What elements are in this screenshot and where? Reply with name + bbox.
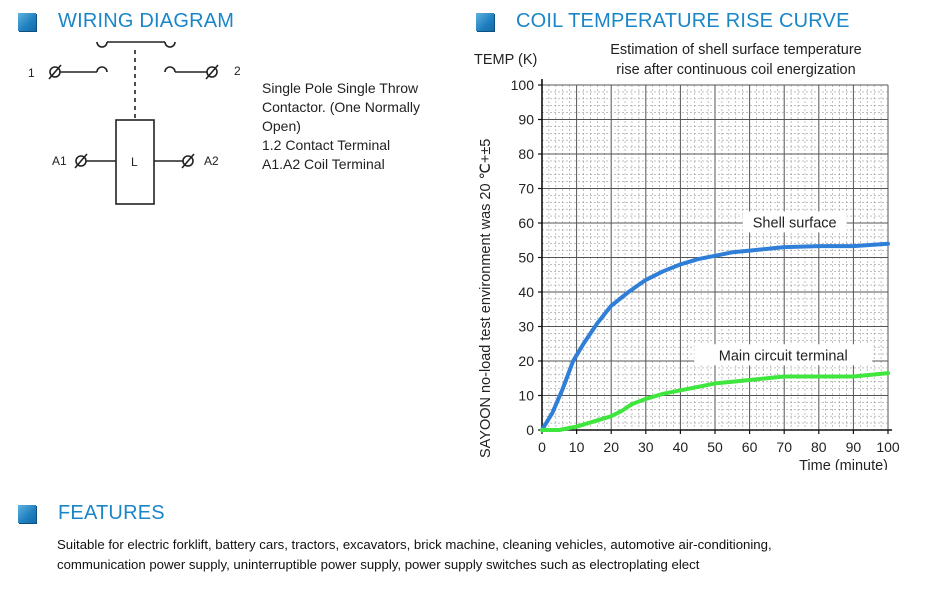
wiring-diagram-title: WIRING DIAGRAM bbox=[58, 10, 235, 32]
bridge-contact-right bbox=[164, 41, 176, 48]
x-tick-label: 0 bbox=[538, 439, 546, 455]
x-axis-label: Time (minute) bbox=[799, 458, 888, 470]
y-tick-label: 90 bbox=[518, 112, 534, 128]
wiring-diagram-header: WIRING DIAGRAM bbox=[18, 10, 234, 33]
terminal-2-icon bbox=[206, 66, 218, 78]
chart-title-line: rise after continuous coil energization bbox=[616, 62, 855, 78]
chart-series bbox=[540, 241, 890, 432]
wiring-description-line: A1.A2 Coil Terminal bbox=[262, 156, 385, 172]
x-tick-label: 50 bbox=[707, 439, 723, 455]
y-tick-label: 80 bbox=[518, 146, 534, 162]
x-tick-label: 80 bbox=[811, 439, 827, 455]
terminal-a2-icon bbox=[182, 155, 194, 167]
features-line: Suitable for electric forklift, battery … bbox=[57, 537, 772, 552]
coil-l-label: L bbox=[131, 155, 138, 169]
x-tick-label: 90 bbox=[846, 439, 862, 455]
x-tick-label: 60 bbox=[742, 439, 758, 455]
temperature-rise-chart: 0 10 20 30 40 50 60 70 80 90 100 0 10 20 30 40 50 60 70 80 9… bbox=[474, 42, 900, 470]
features-title: FEATURES bbox=[58, 502, 165, 524]
y-tick-label: 40 bbox=[518, 284, 534, 300]
bridge-contact-left bbox=[96, 41, 108, 48]
test-environment-note: SAYOON no-load test environment was 20 ℃… bbox=[478, 139, 494, 458]
chart-labels: 0 10 20 30 40 50 60 70 80 90 100 0 10 20 30 40 50 60 70 80 9… bbox=[474, 42, 900, 470]
y-tick-label: 60 bbox=[518, 215, 534, 231]
coil-temperature-header: COIL TEMPERATURE RISE CURVE bbox=[476, 10, 850, 33]
shell-surface-label-bg bbox=[742, 211, 847, 233]
x-tick-label: 30 bbox=[638, 439, 654, 455]
section-square-icon bbox=[476, 12, 494, 31]
wiring-description-line: 1.2 Contact Terminal bbox=[262, 137, 391, 153]
wiring-description: Single Pole Single Throw Contactor. (One… bbox=[262, 79, 420, 174]
x-tick-label: 70 bbox=[776, 439, 792, 455]
shell-surface-line bbox=[540, 241, 890, 432]
coil-a1-label: A1 bbox=[52, 154, 67, 168]
wiring-description-line: Single Pole Single Throw bbox=[262, 80, 419, 96]
y-tick-label: 50 bbox=[518, 250, 534, 266]
contact-1-arc bbox=[96, 66, 108, 73]
wiring-diagram: 1 2 A1 A2 L bbox=[28, 41, 241, 205]
x-tick-label: 100 bbox=[876, 439, 900, 455]
features-line: communication power supply, uninterrupti… bbox=[57, 557, 700, 572]
y-tick-label: 20 bbox=[518, 353, 534, 369]
wiring-description-line: Contactor. (One Normally bbox=[262, 99, 420, 115]
chart-title-line: Estimation of shell surface temperature bbox=[610, 42, 861, 58]
terminal-2-label: 2 bbox=[234, 64, 241, 78]
chart-grid bbox=[541, 84, 889, 431]
section-square-icon bbox=[18, 504, 36, 523]
y-tick-label: 0 bbox=[526, 422, 534, 438]
coil-box bbox=[115, 119, 155, 205]
wiring-description-line: Open) bbox=[262, 118, 301, 134]
main-terminal-line bbox=[540, 371, 890, 432]
x-tick-label: 40 bbox=[673, 439, 689, 455]
y-tick-label: 10 bbox=[518, 388, 534, 404]
chart-axes bbox=[538, 79, 892, 434]
coil-temperature-title: COIL TEMPERATURE RISE CURVE bbox=[516, 10, 850, 32]
main-terminal-label-bg bbox=[694, 344, 873, 366]
y-tick-label: 70 bbox=[518, 181, 534, 197]
contact-2-arc bbox=[164, 66, 176, 73]
x-tick-label: 10 bbox=[569, 439, 585, 455]
y-tick-label: 30 bbox=[518, 319, 534, 335]
features-header: FEATURES bbox=[18, 502, 165, 525]
y-axis-label: TEMP (K) bbox=[474, 52, 537, 68]
shell-surface-label: Shell surface bbox=[753, 215, 837, 231]
section-square-icon bbox=[18, 12, 36, 31]
features-body: Suitable for electric forklift, battery … bbox=[57, 535, 772, 575]
x-tick-label: 20 bbox=[603, 439, 619, 455]
terminal-1-label: 1 bbox=[28, 66, 35, 80]
y-tick-label: 100 bbox=[511, 77, 535, 93]
coil-a2-label: A2 bbox=[204, 154, 219, 168]
main-terminal-label: Main circuit terminal bbox=[719, 348, 848, 364]
